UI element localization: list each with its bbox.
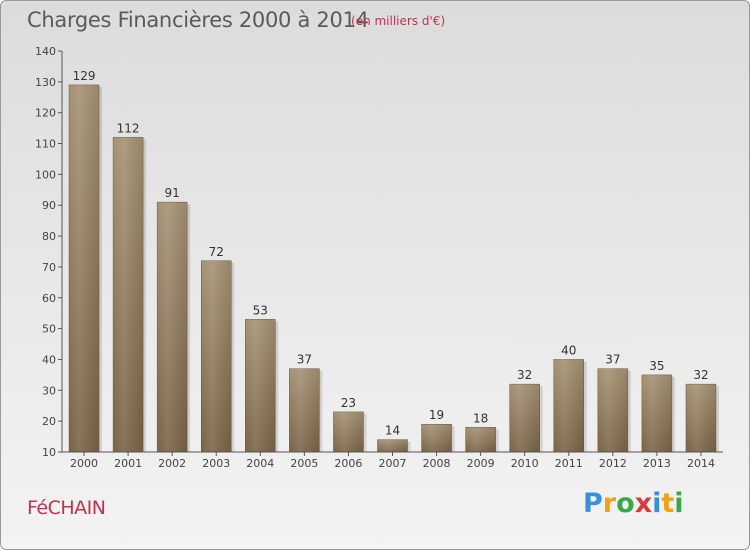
x-tick-label: 2012 (599, 457, 627, 470)
bar-group: 32 (685, 368, 719, 453)
y-tick-label: 110 (35, 138, 56, 151)
logo-letter: o (616, 488, 635, 519)
y-tick-label: 80 (42, 230, 56, 243)
data-label: 72 (209, 245, 224, 259)
logo-letter: i (674, 488, 684, 519)
y-tick-label: 140 (35, 45, 56, 58)
y-tick-label: 70 (42, 261, 56, 274)
data-label: 23 (341, 396, 356, 410)
bar-group: 72 (200, 245, 235, 453)
data-label: 35 (649, 359, 664, 373)
x-tick-label: 2001 (114, 457, 142, 470)
bar-group: 91 (156, 186, 191, 453)
x-tick-label: 2013 (643, 457, 671, 470)
chart-subtitle: (en milliers d'€) (351, 14, 446, 28)
data-label: 18 (473, 411, 488, 425)
bar-shine (597, 368, 628, 452)
bar-group: 40 (553, 343, 587, 453)
data-label: 19 (429, 408, 444, 422)
proxiti-logo: Proxiti (583, 488, 684, 519)
x-tick-label: 2002 (158, 457, 186, 470)
y-tick-label: 130 (35, 76, 56, 89)
logo-letter: x (634, 488, 653, 519)
x-tick-label: 2005 (290, 457, 318, 470)
data-label: 37 (605, 353, 620, 367)
bar-shine (685, 384, 716, 452)
data-label: 40 (561, 343, 576, 357)
bar-group: 32 (509, 368, 543, 453)
data-label: 129 (73, 69, 96, 83)
bar-shine (289, 368, 320, 452)
x-tick-label: 2009 (467, 457, 495, 470)
y-tick-label: 50 (42, 323, 56, 336)
bar-group: 37 (289, 353, 323, 453)
y-tick-label: 20 (42, 415, 56, 428)
bar-group: 112 (112, 121, 147, 453)
bar-group: 35 (641, 359, 675, 453)
x-tick-label: 2000 (70, 457, 98, 470)
x-tick-label: 2006 (334, 457, 362, 470)
logo-letter: r (602, 488, 617, 519)
bar-shine (421, 424, 452, 452)
bar-shine (245, 319, 276, 452)
y-tick-label: 40 (42, 353, 56, 366)
bar-group: 37 (597, 353, 631, 453)
y-tick-label: 60 (42, 292, 56, 305)
bar-shine (113, 137, 144, 452)
data-label: 37 (297, 353, 312, 367)
x-tick-label: 2004 (246, 457, 274, 470)
x-tick-label: 2008 (423, 457, 451, 470)
data-label: 91 (165, 186, 180, 200)
data-label: 14 (385, 424, 400, 438)
data-label: 32 (517, 368, 532, 382)
bar-shine (509, 384, 540, 452)
bar-shine (157, 202, 188, 452)
bar-shine (201, 260, 232, 452)
x-tick-label: 2003 (202, 457, 230, 470)
y-tick-label: 120 (35, 107, 56, 120)
bar-group: 14 (377, 424, 411, 453)
bar-group: 19 (421, 408, 455, 453)
y-tick-label: 90 (42, 199, 56, 212)
x-tick-label: 2010 (511, 457, 539, 470)
logo-letter: i (652, 488, 662, 519)
logo-letter: P (583, 488, 603, 519)
bar-shine (641, 374, 672, 452)
y-tick-label: 30 (42, 384, 56, 397)
bar-group: 53 (245, 303, 279, 453)
bar-group: 23 (333, 396, 367, 453)
bar-shine (377, 439, 408, 452)
chart-title: Charges Financières 2000 à 2014 (27, 8, 369, 32)
x-tick-label: 2007 (379, 457, 407, 470)
logo-letter: t (661, 488, 675, 519)
data-label: 32 (693, 368, 708, 382)
y-tick-label: 10 (42, 446, 56, 459)
data-label: 53 (253, 303, 268, 317)
data-label: 112 (117, 121, 140, 135)
bar-shine (69, 84, 100, 452)
x-tick-label: 2014 (687, 457, 715, 470)
bar-shine (333, 411, 364, 452)
bar-group: 18 (465, 411, 499, 453)
bar-shine (553, 359, 584, 452)
x-tick-label: 2011 (555, 457, 583, 470)
commune-name: FéCHAIN (27, 497, 106, 519)
bar-group: 129 (68, 69, 103, 453)
y-tick-label: 100 (35, 168, 56, 181)
bar-shine (465, 427, 496, 452)
